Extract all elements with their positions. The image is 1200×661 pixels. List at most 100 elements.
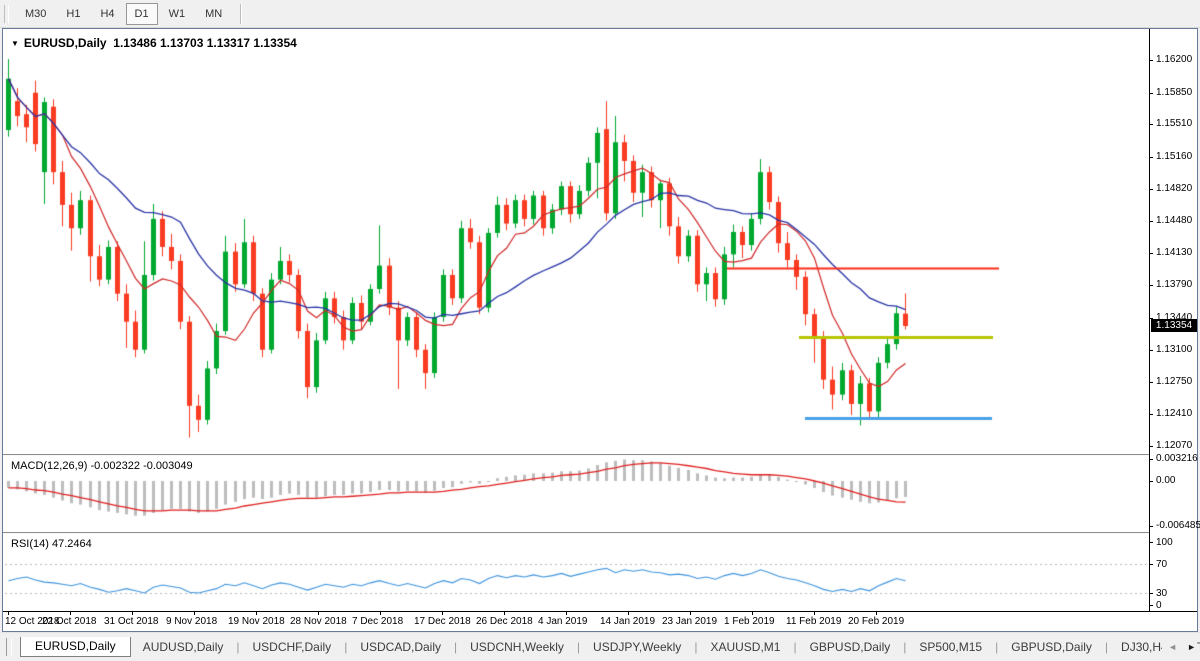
rsi-tick-label: 0: [1156, 600, 1162, 611]
tab-separator: |: [344, 639, 348, 654]
timeframe-button-h1[interactable]: H1: [66, 7, 81, 20]
rsi-panel-canvas[interactable]: [5, 534, 1149, 611]
time-tick-mark: [8, 612, 9, 615]
time-tick-label: 22 Oct 2018: [42, 616, 97, 627]
tab-separator: |: [454, 639, 458, 654]
time-axis-line: [3, 611, 1197, 612]
time-tick-mark: [380, 612, 381, 615]
rsi-tick-label: 100: [1156, 537, 1173, 548]
price-tick-label: 1.12070: [1156, 440, 1193, 451]
panel-splitter-macd[interactable]: [3, 454, 1197, 456]
price-tick-label: 1.14820: [1156, 183, 1193, 194]
price-tick-label: 1.14130: [1156, 247, 1193, 258]
time-axis[interactable]: 12 Oct 2018 22 Oct 2018 31 Oct 2018 9 Nov 2…: [3, 612, 1197, 631]
price-tick-mark: [1150, 285, 1153, 286]
time-tick-label: 12 Oct 2018: [5, 616, 60, 627]
title-dropdown-icon[interactable]: ▼: [11, 39, 19, 48]
timeframe-toolbar: M30 H1 H4 D1 W1 MN: [0, 0, 1200, 28]
chart-tab-gbpusd-daily[interactable]: GBPUSD,Daily: [809, 639, 891, 654]
time-tick-label: 31 Oct 2018: [104, 616, 159, 627]
chart-tab-usdchf-daily[interactable]: USDCHF,Daily: [252, 639, 332, 654]
price-tick-mark: [1150, 157, 1153, 158]
tab-separator: |: [694, 639, 698, 654]
price-tick-mark: [1150, 253, 1153, 254]
time-tick-mark: [442, 612, 443, 615]
time-tick-mark: [566, 612, 567, 615]
time-tick-label: 20 Feb 2019: [848, 616, 905, 627]
time-tick-mark: [318, 612, 319, 615]
tab-separator: |: [793, 639, 797, 654]
time-tick-mark: [132, 612, 133, 615]
time-tick-mark: [752, 612, 753, 615]
price-chart-canvas[interactable]: [5, 31, 1149, 454]
time-tick-label: 9 Nov 2018: [166, 616, 218, 627]
price-tick-mark: [1150, 124, 1153, 125]
time-tick-label: 11 Feb 2019: [786, 616, 842, 627]
price-tick-label: 1.12410: [1156, 408, 1193, 419]
chart-tab-tech10[interactable]: TECH10: [1185, 637, 1200, 657]
chart-tab-gbpusd-daily[interactable]: GBPUSD,Daily: [1011, 639, 1092, 654]
price-axis[interactable]: 1.16200 1.15850 1.15510 1.15160 1.14820 1.144…: [1149, 29, 1200, 612]
time-tick-mark: [70, 612, 71, 615]
timeframe-button-mn[interactable]: MN: [205, 7, 223, 20]
timeframe-button-m30[interactable]: M30: [25, 7, 47, 20]
rsi-tick-mark: [1150, 542, 1153, 543]
price-tick-label: 1.14480: [1156, 215, 1193, 226]
chart-tab-audusd-daily[interactable]: AUDUSD,Daily: [142, 639, 224, 654]
timeframe-button-d1[interactable]: D1: [125, 2, 158, 25]
chart-tab-sp500-m15[interactable]: SP500,M15: [919, 639, 983, 654]
chart-tab-usdcad-daily[interactable]: USDCAD,Daily: [360, 639, 441, 654]
time-tick-label: 4 Jan 2019: [538, 616, 588, 627]
macd-tick-mark: [1150, 526, 1153, 527]
toolbar-grip[interactable]: [4, 4, 9, 23]
tab-scroll-right-icon[interactable]: ►: [1187, 642, 1196, 652]
chart-tab-eurusd-daily[interactable]: EURUSD,Daily: [20, 636, 131, 657]
tab-scroll-left-icon[interactable]: ◄: [1168, 642, 1178, 652]
time-tick-label: 19 Nov 2018: [228, 616, 285, 627]
panel-splitter-rsi[interactable]: [3, 532, 1197, 534]
time-tick-label: 28 Nov 2018: [290, 616, 347, 627]
price-tick-mark: [1150, 350, 1153, 351]
price-tick-mark: [1150, 60, 1153, 61]
toolbar-separator: [240, 3, 243, 24]
tab-separator: |: [903, 639, 907, 654]
tab-bar-grip[interactable]: [6, 637, 12, 656]
price-tick-label: 1.12750: [1156, 376, 1193, 387]
rsi-tick-label: 30: [1156, 588, 1168, 599]
macd-tick-label: 0.003216: [1156, 453, 1198, 464]
price-tick-label: 1.13440: [1156, 312, 1193, 323]
time-tick-label: 26 Dec 2018: [476, 616, 533, 627]
tab-separator: |: [576, 639, 581, 654]
chart-tab-bar: EURUSD,Daily AUDUSD,Daily | USDCHF,Daily | US…: [0, 632, 1200, 661]
timeframe-button-h4[interactable]: H4: [100, 7, 115, 20]
time-tick-label: 14 Jan 2019: [600, 616, 656, 627]
rsi-indicator-label: RSI(14) 47.2464: [11, 538, 92, 550]
price-tick-label: 1.13100: [1156, 344, 1193, 355]
price-tick-label: 1.15160: [1156, 151, 1193, 162]
rsi-tick-mark: [1150, 605, 1153, 606]
chart-title: ▼ EURUSD,Daily 1.13486 1.13703 1.13317 1.…: [11, 36, 297, 50]
macd-panel-canvas[interactable]: [5, 456, 1149, 532]
rsi-tick-mark: [1150, 593, 1153, 594]
chart-tab-dj30-h4[interactable]: DJ30,H4: [1121, 639, 1168, 654]
tab-separator: |: [236, 639, 240, 654]
time-tick-mark: [628, 612, 629, 615]
time-tick-label: 17 Dec 2018: [414, 616, 471, 627]
chart-tab-xauusd-m1[interactable]: XAUUSD,M1: [710, 639, 781, 654]
time-tick-mark: [194, 612, 195, 615]
tab-scroll-controls: ◄ ►: [1162, 633, 1196, 661]
time-tick-mark: [876, 612, 877, 615]
chart-symbol-label: EURUSD,Daily: [23, 36, 107, 50]
time-tick-mark: [814, 612, 815, 615]
macd-tick-label: 0.00: [1156, 475, 1176, 486]
tab-separator: |: [995, 639, 999, 654]
macd-tick-label: -0.006485: [1156, 520, 1200, 531]
time-tick-mark: [504, 612, 505, 615]
chart-tab-usdjpy-weekly[interactable]: USDJPY,Weekly: [593, 639, 682, 654]
time-tick-label: 23 Jan 2019: [662, 616, 718, 627]
timeframe-button-w1[interactable]: W1: [168, 7, 186, 20]
tab-separator: |: [1104, 639, 1109, 654]
chart-tab-usdcnh-weekly[interactable]: USDCNH,Weekly: [470, 639, 564, 654]
price-tick-mark: [1150, 414, 1153, 415]
